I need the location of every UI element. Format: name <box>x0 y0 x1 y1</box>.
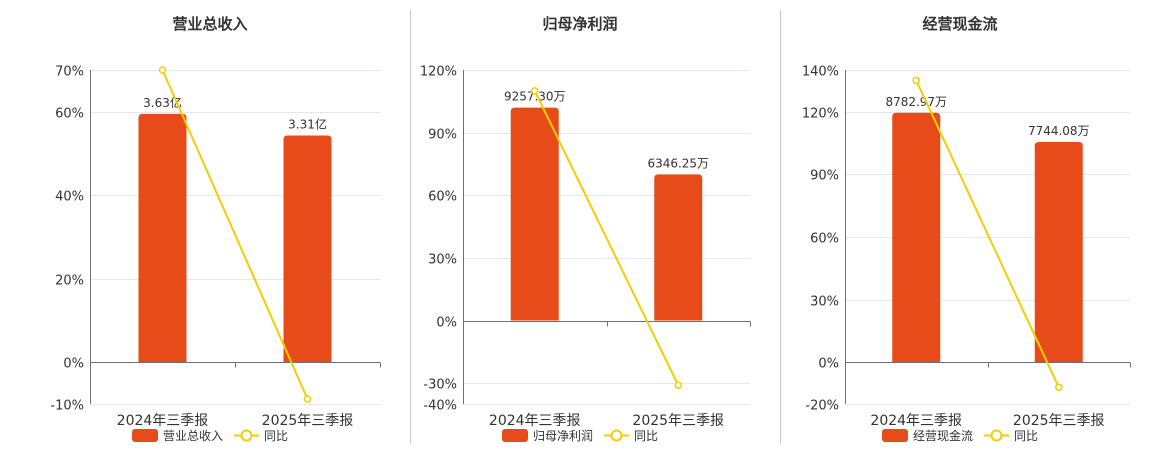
legend-line-label: 同比 <box>634 429 658 443</box>
legend-line-marker <box>240 429 253 442</box>
y-tick-label: -20% <box>805 399 839 414</box>
bar-value-label: 6346.25万 <box>647 156 709 170</box>
y-tick-label: 0% <box>63 357 84 372</box>
legend-line-marker <box>990 429 1003 442</box>
y-tick-label: -10% <box>50 399 84 414</box>
bar <box>283 135 332 363</box>
y-tick-label: 0% <box>436 316 457 331</box>
y-tick-label: 70% <box>55 65 84 80</box>
bar-value-label: 3.63亿 <box>143 95 182 110</box>
yoy-point <box>674 381 682 389</box>
y-tick-label: -40% <box>423 399 457 414</box>
legend-bar-label: 营业总收入 <box>163 429 223 443</box>
yoy-line <box>915 80 1060 388</box>
bar-value-label: 8782.97万 <box>885 95 947 109</box>
y-tick-label: 0% <box>818 357 839 372</box>
x-tick-label: 2025年三季报 <box>632 413 724 429</box>
bar-value-label: 9257.30万 <box>504 90 566 104</box>
legend-bar-swatch <box>502 429 528 442</box>
legend-bar-swatch <box>132 429 158 442</box>
y-tick-label: 60% <box>55 107 84 122</box>
chart-title: 经营现金流 <box>922 15 997 33</box>
y-tick-label: 90% <box>810 169 839 184</box>
y-tick-label: 40% <box>55 190 84 205</box>
legend-bar-label: 经营现金流 <box>913 428 973 443</box>
chart-title: 营业总收入 <box>172 15 247 33</box>
legend-line-label: 同比 <box>1014 429 1038 443</box>
legend-bar-swatch <box>882 429 908 442</box>
yoy-point <box>531 87 539 95</box>
y-tick-label: 20% <box>55 274 84 289</box>
y-tick-label: 120% <box>802 107 839 122</box>
bar-value-label: 3.31亿 <box>288 117 327 132</box>
y-tick-label: 120% <box>420 65 457 80</box>
y-tick-label: 140% <box>802 65 839 80</box>
y-tick-label: 60% <box>428 190 457 205</box>
legend: 营业总收入 同比 <box>132 429 288 443</box>
bar <box>510 107 559 321</box>
legend: 经营现金流 同比 <box>882 428 1038 443</box>
x-tick-label: 2024年三季报 <box>489 413 581 429</box>
x-tick-label: 2025年三季报 <box>262 413 354 429</box>
y-tick-label: 60% <box>810 232 839 247</box>
legend-line-marker <box>610 429 623 442</box>
bar <box>654 174 703 321</box>
x-tick-label: 2024年三季报 <box>117 413 209 429</box>
bar-value-label: 7744.08万 <box>1028 124 1090 138</box>
bar <box>138 113 187 363</box>
bar <box>892 112 941 363</box>
legend-line-label: 同比 <box>264 429 288 443</box>
y-tick-label: 30% <box>428 253 457 268</box>
y-tick-label: 30% <box>810 295 839 310</box>
chart-title: 归母净利润 <box>542 15 617 33</box>
bar <box>1034 142 1083 363</box>
legend: 归母净利润 同比 <box>502 429 658 443</box>
x-tick-label: 2025年三季报 <box>1013 413 1105 429</box>
yoy-point <box>912 76 920 85</box>
yoy-line <box>533 90 680 386</box>
yoy-point <box>1055 383 1063 392</box>
yoy-point <box>158 66 167 74</box>
y-tick-label: -30% <box>423 378 457 393</box>
x-tick-label: 2024年三季报 <box>870 413 962 429</box>
yoy-point <box>303 395 312 403</box>
y-tick-label: 90% <box>428 128 457 143</box>
legend-bar-label: 归母净利润 <box>533 429 593 443</box>
yoy-line <box>161 69 309 400</box>
